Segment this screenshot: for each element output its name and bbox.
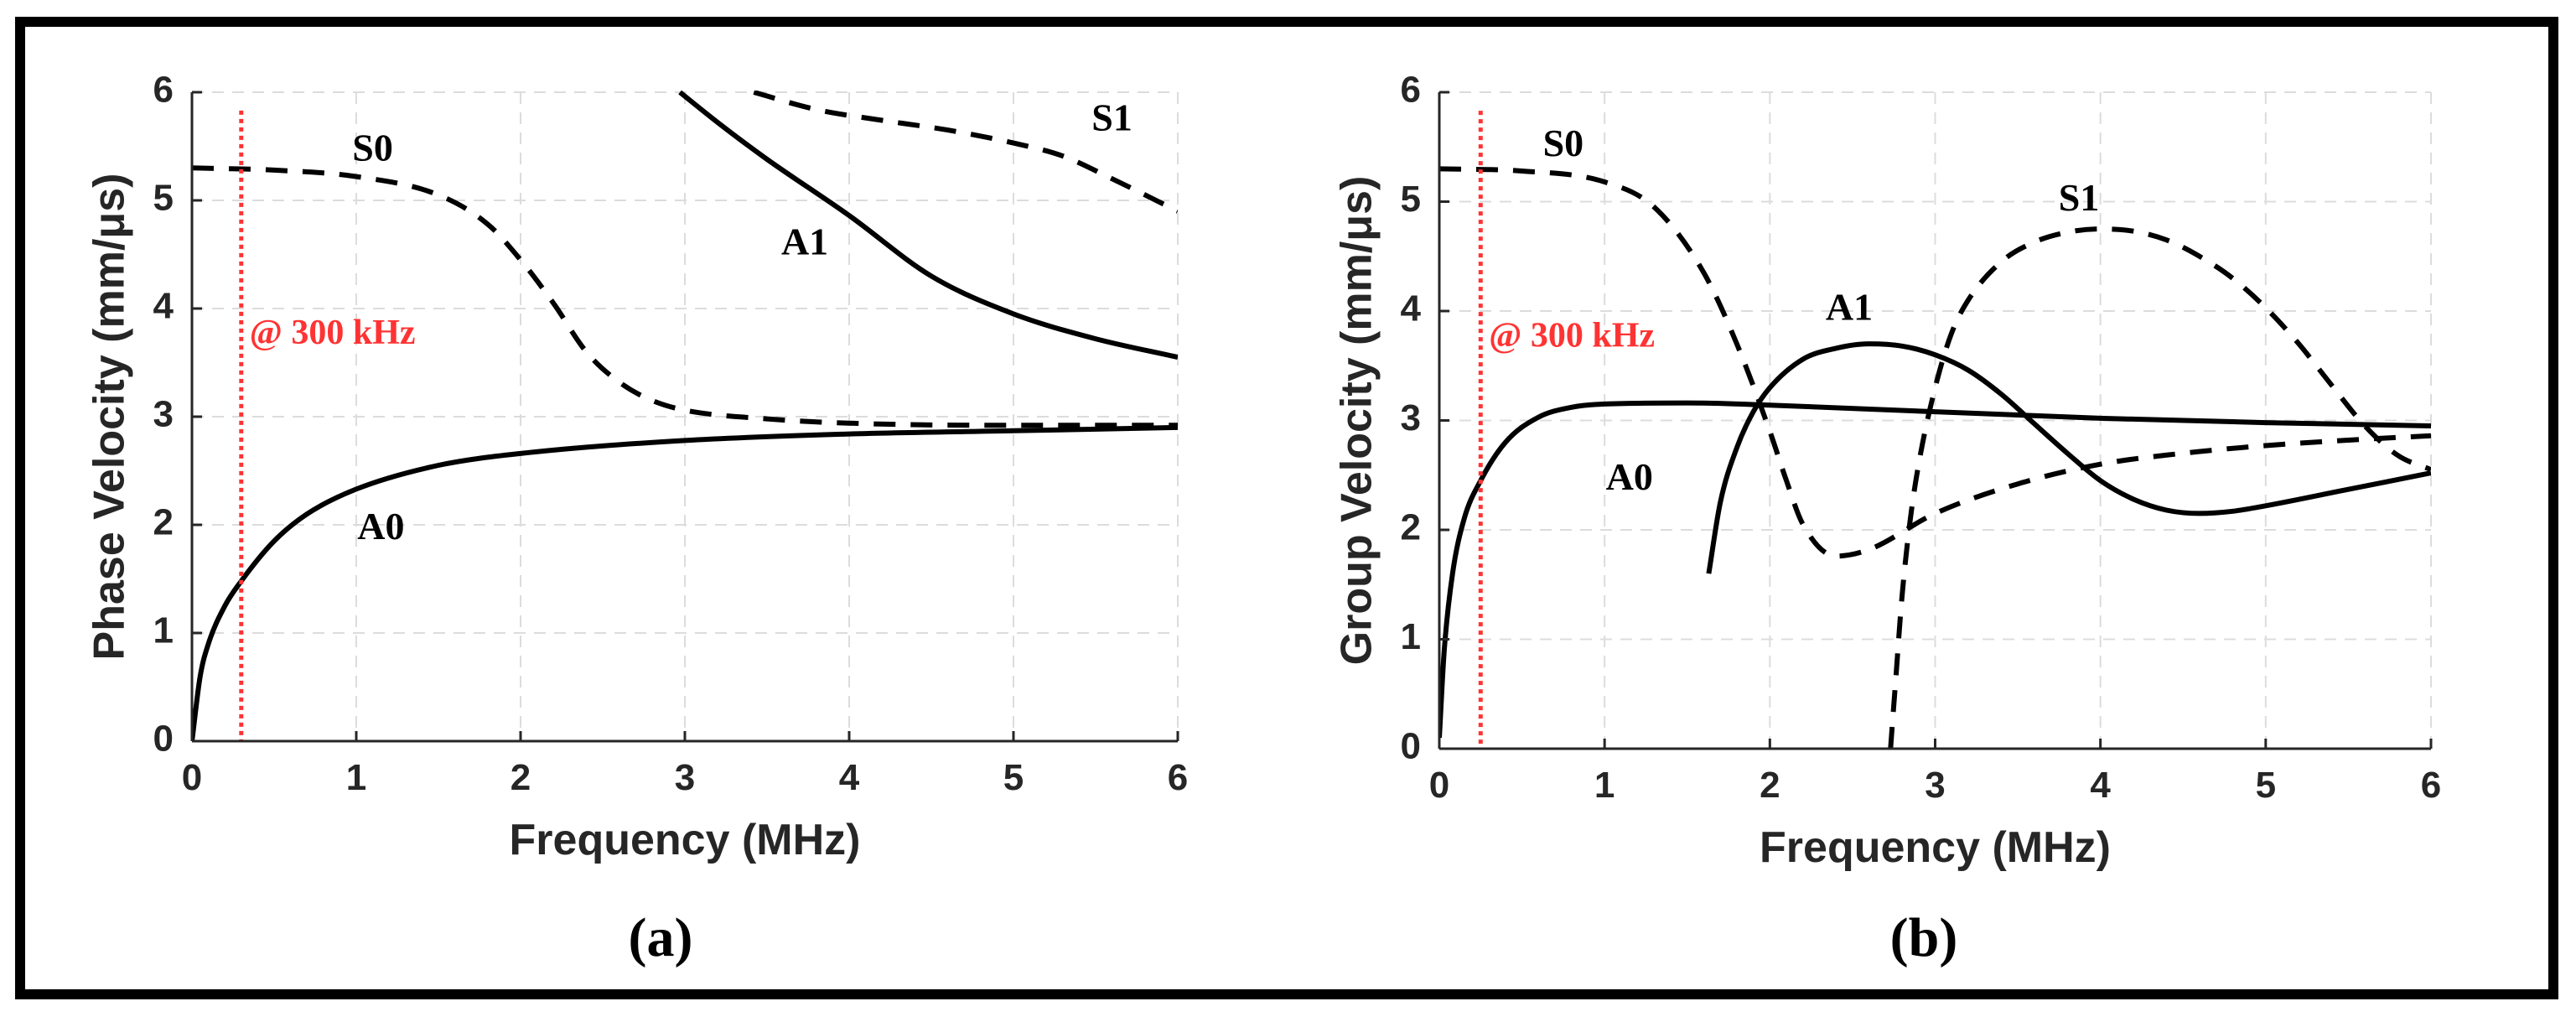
x-tick-label: 6 xyxy=(1168,757,1188,798)
annotation-300khz: @ 300 kHz xyxy=(250,314,416,352)
x-tick-label: 3 xyxy=(1925,765,1945,806)
y-tick-label: 6 xyxy=(153,70,174,111)
series-line-s0 xyxy=(192,165,1178,428)
x-tick-label: 0 xyxy=(1429,765,1449,806)
x-axis-label: Frequency (MHz) xyxy=(510,816,861,864)
y-tick-label: 3 xyxy=(1401,397,1421,438)
series-label-a0: A0 xyxy=(357,505,404,547)
panel-caption: (b) xyxy=(1890,907,1958,968)
x-tick-label: 6 xyxy=(2421,765,2441,806)
y-tick-label: 4 xyxy=(153,286,174,327)
y-tick-label: 5 xyxy=(153,178,174,219)
x-tick-label: 4 xyxy=(2090,765,2111,806)
series-line-a0 xyxy=(1439,400,2431,739)
x-axis-label: Frequency (MHz) xyxy=(1760,823,2111,872)
x-tick-label: 1 xyxy=(346,757,366,798)
y-tick-label: 2 xyxy=(153,502,174,543)
x-tick-label: 1 xyxy=(1594,765,1615,806)
x-tick-label: 5 xyxy=(2256,765,2276,806)
y-tick-label: 6 xyxy=(1401,70,1421,111)
series-line-a1 xyxy=(1706,341,2431,574)
series-line-a0 xyxy=(192,424,1178,742)
series-line-s1 xyxy=(753,91,1178,214)
series-label-a1: A1 xyxy=(781,220,828,263)
x-tick-label: 0 xyxy=(182,757,202,798)
series-label-s1: S1 xyxy=(2059,176,2100,219)
series-label-s0: S0 xyxy=(1543,122,1584,164)
y-tick-label: 1 xyxy=(153,610,174,651)
y-tick-label: 0 xyxy=(1401,726,1421,767)
x-tick-label: 2 xyxy=(1760,765,1780,806)
y-axis-label: Phase Velocity (mm/μs) xyxy=(86,174,134,661)
y-tick-label: 2 xyxy=(1401,507,1421,548)
x-tick-label: 4 xyxy=(839,757,860,798)
y-tick-label: 4 xyxy=(1401,288,1422,329)
y-axis-label: Group Velocity (mm/μs) xyxy=(1333,176,1381,666)
x-tick-label: 5 xyxy=(1003,757,1024,798)
y-tick-label: 5 xyxy=(1401,179,1421,220)
y-tick-label: 1 xyxy=(1401,616,1421,657)
x-tick-label: 3 xyxy=(675,757,695,798)
x-tick-label: 2 xyxy=(511,757,531,798)
series-line-s1 xyxy=(1888,226,2431,750)
panel-caption: (a) xyxy=(629,907,693,968)
series-line-a1 xyxy=(678,91,1178,361)
chart-panel-0: A0 S0 A1 S1 @ 300 kHz 0 1 2 3 4 5 6 0 1 2 3 4 5 6 Frequency… xyxy=(86,70,1189,968)
series-line-s0 xyxy=(1439,166,2431,559)
y-tick-label: 0 xyxy=(153,719,174,760)
y-tick-label: 3 xyxy=(153,394,174,435)
chart-panel-1: A0 S0 A1 S1 @ 300 kHz 0 1 2 3 4 5 6 0 1 2 3 4 5 6 Frequency… xyxy=(1333,70,2442,968)
series-label-s1: S1 xyxy=(1091,96,1133,138)
annotation-300khz: @ 300 kHz xyxy=(1489,316,1655,355)
figure-frame xyxy=(15,17,2558,999)
series-label-s0: S0 xyxy=(352,127,393,169)
series-label-a0: A0 xyxy=(1606,455,1653,498)
series-label-a1: A1 xyxy=(1826,286,1873,329)
